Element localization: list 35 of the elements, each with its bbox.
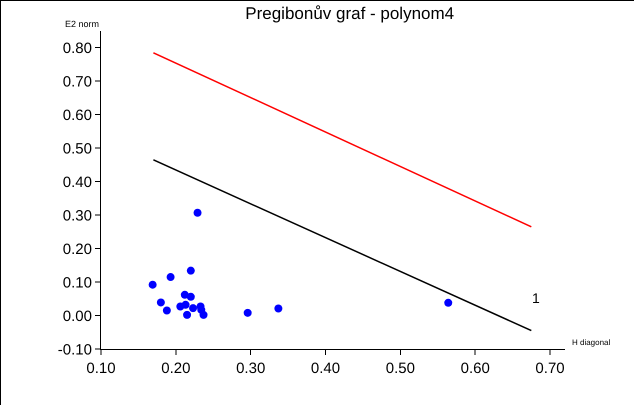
point <box>156 298 165 306</box>
x-tick-label: 0.40 <box>310 360 340 377</box>
chart-title: Pregibonův graf - polynom4 <box>245 4 454 23</box>
annotation: 1 <box>532 290 540 306</box>
y-tick-label: -0.10 <box>58 341 92 358</box>
point <box>444 298 452 307</box>
y-tick-label: 0.10 <box>62 274 92 292</box>
point <box>166 273 175 282</box>
y-tick-label: 0.80 <box>62 40 92 57</box>
x-axis-title: H diagonal <box>572 338 610 347</box>
x-tick-label: 0.20 <box>161 360 190 377</box>
y-tick-label: 0.60 <box>62 106 92 124</box>
y-tick-label: 0.00 <box>62 308 92 325</box>
y-tick-label: 0.70 <box>62 73 92 90</box>
point <box>186 266 195 275</box>
point <box>189 304 198 312</box>
x-tick-label: 0.60 <box>460 360 490 377</box>
x-tick-label: 0.30 <box>236 360 266 377</box>
x-tick-label: 0.50 <box>386 360 415 377</box>
y-axis-title: E2 norm <box>65 19 100 29</box>
point <box>244 308 252 317</box>
y-tick-label: 0.20 <box>62 240 92 258</box>
point <box>194 208 202 217</box>
point <box>148 280 157 289</box>
point <box>183 310 192 319</box>
y-tick-label: 0.30 <box>62 207 92 224</box>
point <box>186 292 195 301</box>
x-tick-label: 0.70 <box>535 360 565 377</box>
point <box>162 306 171 315</box>
x-tick-label: 0.10 <box>86 360 116 377</box>
point <box>274 304 282 312</box>
y-tick-label: 0.40 <box>62 174 92 191</box>
point <box>200 310 208 319</box>
point <box>182 300 190 309</box>
y-tick-label: 0.50 <box>62 140 92 158</box>
